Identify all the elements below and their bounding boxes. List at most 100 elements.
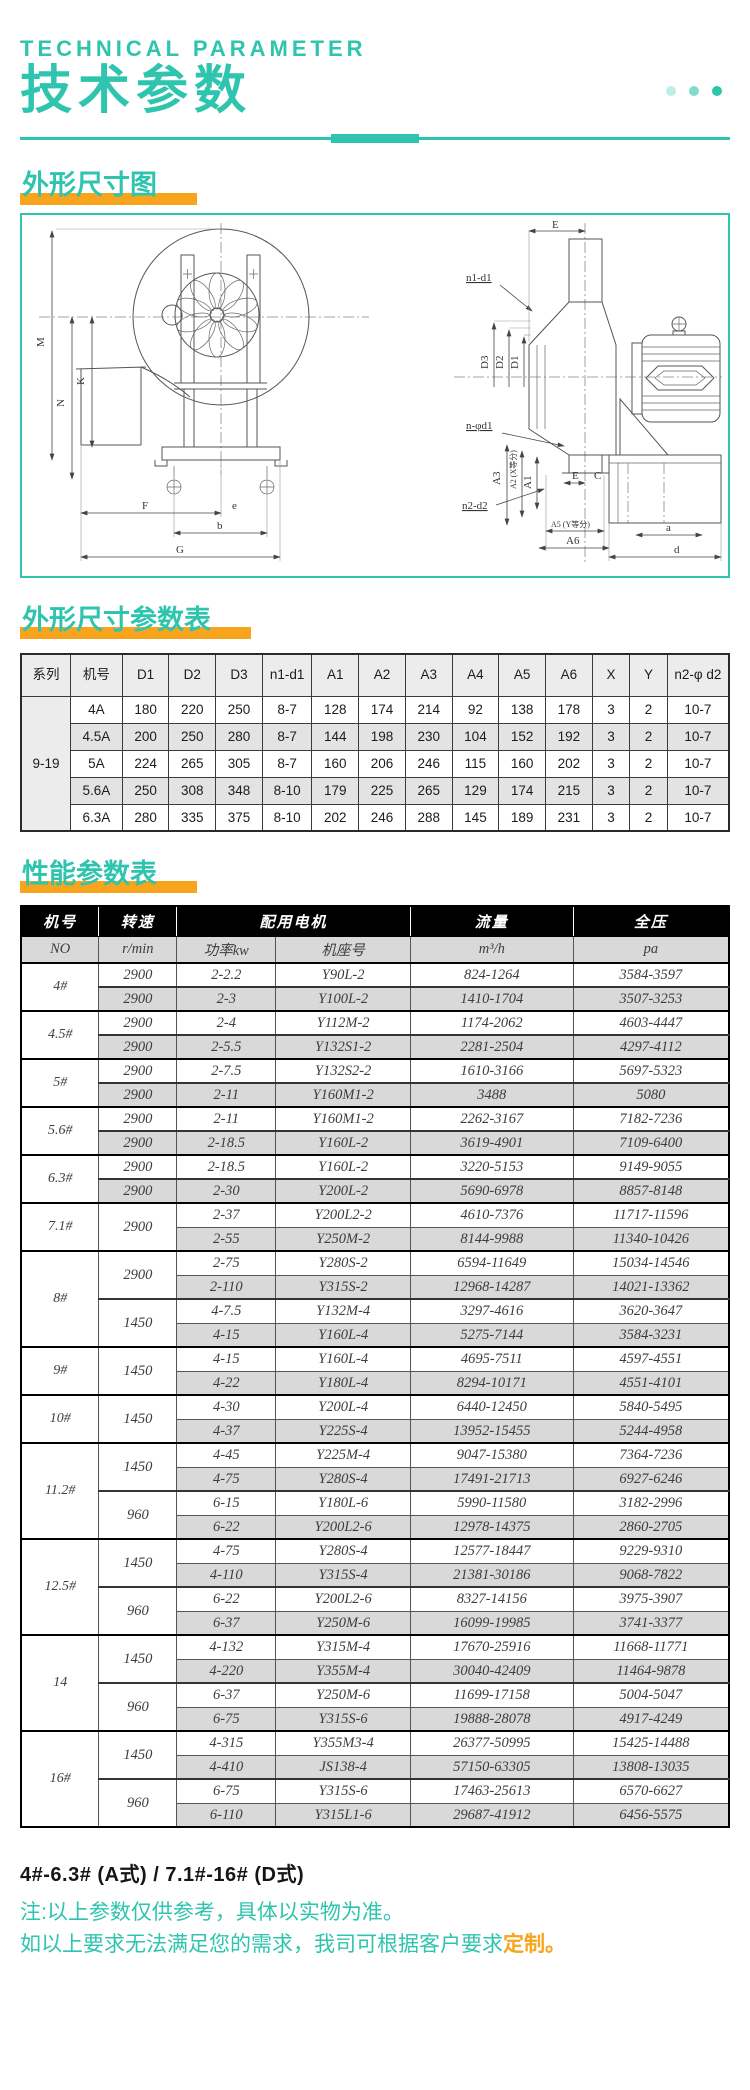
perf-table-row: 4-110 Y315S-4 21381-30186 9068-7822 — [21, 1562, 730, 1588]
dim-cell: 144 — [311, 722, 360, 751]
perf-cell: 3584-3231 — [572, 1322, 730, 1348]
dim-cell: 2 — [629, 776, 668, 805]
dim-cell: 225 — [358, 776, 406, 805]
perf-table-row: 1450 4-7.5 Y132M-4 3297-4616 3620-3647 — [21, 1298, 730, 1348]
fan-size-cell: 4.5# — [20, 1010, 100, 1060]
dim-table-row: 9-19 4A 180 220 250 8-7 128 174 214 92 138 178 3 2 10-… — [20, 695, 730, 832]
perf-table-row: 2900 2-30 Y200L-2 5690-6978 8857-8148 — [21, 1178, 730, 1204]
perf-cell: 14021-13362 — [572, 1274, 730, 1300]
performance-table: 机号 转速 配用电机 流量 全压 NO r/min 功率kw 机座号 m³/h pa 4# 2900 2… — [20, 905, 730, 1829]
perf-cell: 7109-6400 — [572, 1130, 730, 1156]
perf-cell: 4-30 — [176, 1394, 277, 1420]
perf-group-header: 机号 — [20, 905, 100, 937]
dim-cell: 8-10 — [261, 803, 313, 832]
speed-cell: 2900 — [98, 1250, 178, 1300]
dim-cell: 174 — [358, 695, 406, 724]
dim-cell: 230 — [404, 722, 453, 751]
perf-table-row: 4-410 JS138-4 57150-63305 13808-13035 — [21, 1754, 730, 1780]
perf-group-header: 全压 — [572, 905, 730, 937]
speed-cell: 2900 — [98, 1154, 178, 1180]
perf-cell: Y90L-2 — [275, 962, 411, 988]
dim-cell: 138 — [498, 695, 547, 724]
perf-cell: 5004-5047 — [572, 1682, 730, 1708]
perf-cell: Y180L-4 — [275, 1370, 411, 1396]
perf-cell: 4917-4249 — [572, 1706, 730, 1732]
perf-cell: 4-75 — [176, 1466, 277, 1492]
perf-cell: 8294-10171 — [409, 1370, 574, 1396]
dim-cell: 10-7 — [666, 803, 730, 832]
dim-col-header: n1-d1 — [261, 653, 313, 697]
perf-table-row: 10# 1450 4-30 Y200L-4 6440-12450 5840-5495 — [20, 1394, 730, 1444]
dim-label-E2: E — [572, 470, 579, 482]
perf-cell: 7364-7236 — [572, 1442, 730, 1468]
perf-cell: 4297-4112 — [572, 1034, 730, 1060]
dim-cell: 3 — [591, 776, 631, 805]
dim-cell: 178 — [545, 695, 593, 724]
dim-label-N: N — [55, 399, 67, 407]
perf-cell: 11717-11596 — [572, 1202, 730, 1228]
perf-cell: 6594-11649 — [409, 1250, 574, 1276]
dim-cell: 92 — [451, 695, 500, 724]
perf-cell: 4-75 — [176, 1538, 277, 1564]
perf-cell: 1410-1704 — [409, 986, 574, 1012]
speed-cell: 2900 — [98, 1106, 178, 1132]
perf-cell: 2-11 — [176, 1082, 277, 1108]
dim-cell: 104 — [451, 722, 500, 751]
dim-label-K: K — [75, 377, 87, 385]
perf-cell: Y250M-6 — [275, 1682, 411, 1708]
dim-label-a: a — [666, 522, 671, 534]
perf-table-row: 6-75 Y315S-6 19888-28078 4917-4249 — [21, 1706, 730, 1732]
dim-cell: 189 — [498, 803, 547, 832]
dim-label-D1: D1 — [509, 355, 521, 368]
perf-table-row: 960 6-22 Y200L2-6 8327-14156 3975-3907 — [21, 1586, 730, 1636]
perf-cell: 26377-50995 — [409, 1730, 574, 1756]
dim-cell: 220 — [168, 695, 217, 724]
perf-cell: 11668-11771 — [572, 1634, 730, 1660]
section-title-outline-drawing: 外形尺寸图 — [20, 169, 197, 205]
perf-cell: 7182-7236 — [572, 1106, 730, 1132]
dim-cell: 246 — [358, 803, 406, 832]
perf-table-row: 6-37 Y250M-6 16099-19985 3741-3377 — [21, 1610, 730, 1636]
perf-cell: 30040-42409 — [409, 1658, 574, 1684]
perf-cell: 12968-14287 — [409, 1274, 574, 1300]
dim-cell: 115 — [451, 749, 500, 778]
perf-cell: 11699-17158 — [409, 1682, 574, 1708]
perf-cell: 5697-5323 — [572, 1058, 730, 1084]
speed-cell: 960 — [98, 1778, 178, 1828]
perf-cell: Y132S1-2 — [275, 1034, 411, 1060]
speed-cell: 960 — [98, 1490, 178, 1540]
dim-cell: 129 — [451, 776, 500, 805]
perf-cell: 3488 — [409, 1082, 574, 1108]
dim-cell: 3 — [591, 695, 631, 724]
dim-col-header: A6 — [545, 653, 593, 697]
perf-cell: Y355M3-4 — [275, 1730, 411, 1756]
perf-table-row: 9# 1450 4-15 Y160L-4 4695-7511 4597-4551 — [20, 1346, 730, 1396]
dim-label-e: e — [232, 500, 237, 512]
perf-cell: 5840-5495 — [572, 1394, 730, 1420]
speed-cell: 960 — [98, 1586, 178, 1636]
perf-cell: 6-75 — [176, 1778, 277, 1804]
perf-cell: 6-22 — [176, 1586, 277, 1612]
perf-group-header: 配用电机 — [176, 905, 411, 937]
dim-label-M: M — [35, 337, 47, 347]
perf-cell: Y225S-4 — [275, 1418, 411, 1444]
perf-table-row: 16# 1450 4-315 Y355M3-4 26377-50995 15425-144… — [20, 1730, 730, 1828]
perf-cell: Y132M-4 — [275, 1298, 411, 1324]
perf-cell: 3220-5153 — [409, 1154, 574, 1180]
perf-cell: 2-18.5 — [176, 1130, 277, 1156]
perf-cell: Y160L-2 — [275, 1130, 411, 1156]
perf-table-row: 5.6# 2900 2-11 Y160M1-2 2262-3167 7182-7236 — [20, 1106, 730, 1156]
dim-col-header: 机号 — [70, 653, 123, 697]
perf-table-row: 2900 2-11 Y160M1-2 3488 5080 — [21, 1082, 730, 1108]
dim-table-row: 5A 224 265 305 8-7 160 206 246 115 160 202 3 2 10-7 — [21, 749, 730, 778]
dim-label-G: G — [176, 544, 184, 556]
dim-cell: 3 — [591, 722, 631, 751]
perf-cell: 824-1264 — [409, 962, 574, 988]
perf-table-row: 8# 2900 2-75 Y280S-2 6594-11649 15034-14546 — [20, 1250, 730, 1348]
perf-cell: Y250M-2 — [275, 1226, 411, 1252]
dim-cell: 206 — [358, 749, 406, 778]
perf-cell: Y160M1-2 — [275, 1106, 411, 1132]
perf-table-row: 4-75 Y280S-4 17491-21713 6927-6246 — [21, 1466, 730, 1492]
dim-cell: 4A — [70, 695, 123, 724]
dim-col-header: n2-φ d2 — [666, 653, 730, 697]
